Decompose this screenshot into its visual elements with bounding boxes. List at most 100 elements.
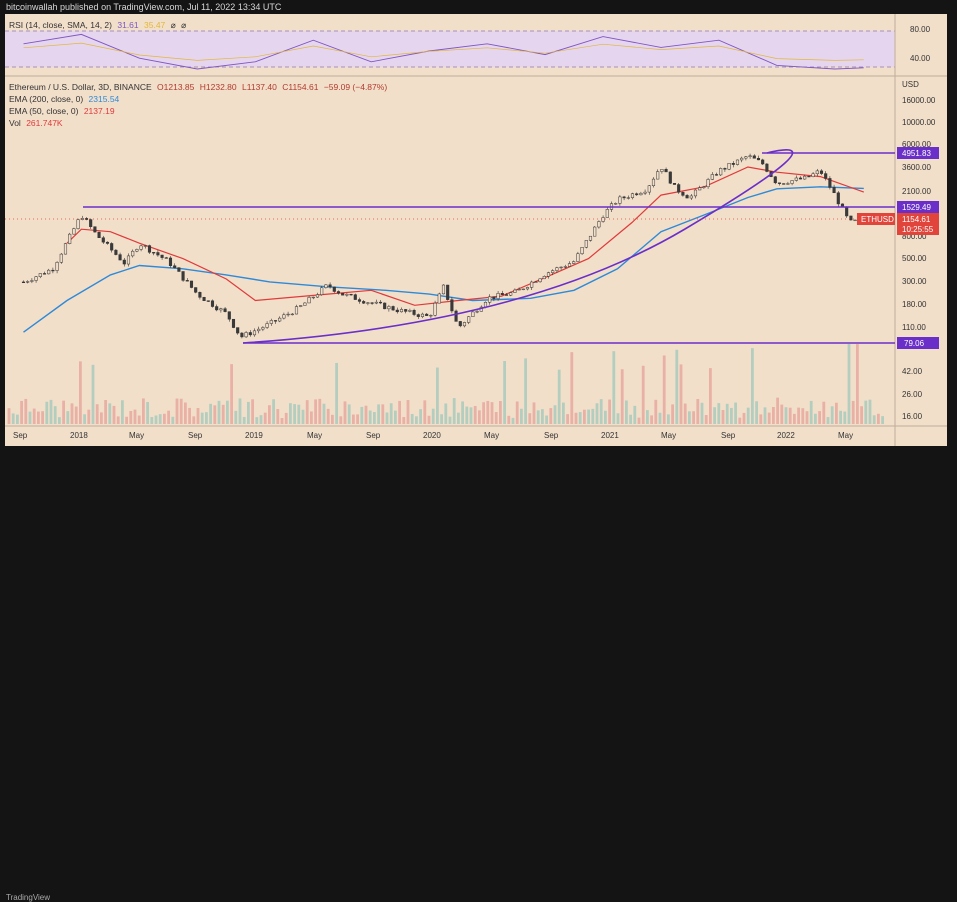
volume-bar [171,416,175,424]
candle-up [131,250,135,257]
volume-legend[interactable]: Vol 261.747K [9,118,66,128]
top-bar: bitcoinwallah published on TradingView.c… [0,0,957,14]
candle-up [853,219,857,222]
candle-up [261,327,265,330]
candle-up [72,228,76,235]
volume-bar [814,413,817,424]
volume-bar [268,405,271,424]
candle-up [433,302,437,316]
volume-bar [167,410,170,424]
volume-bar [780,404,784,424]
volume-bar [721,409,725,424]
candle-up [303,302,307,306]
candle-up [626,197,630,199]
volume-bar [599,399,603,424]
rsi-legend-glyph-1: ⌀ [170,20,176,30]
candle-up [593,226,597,237]
candle-up [786,183,790,185]
volume-bar [524,358,527,424]
volume-bar [545,415,548,424]
candle-down [185,280,189,282]
last-price-badge [897,213,939,235]
rsi-legend[interactable]: RSI (14, close, SMA, 14, 2) 31.61 35.47 … [9,20,189,31]
volume-bar [856,344,859,424]
volume-bar [310,411,313,424]
volume-bar [805,411,809,424]
candles [21,153,866,339]
candle-up [324,284,328,288]
volume-bar [213,405,217,424]
volume-bar [423,400,427,424]
volume-bar [142,398,145,424]
volume-bar [696,398,700,424]
volume-bar [226,400,229,424]
volume-bar [822,401,826,424]
volume-bar [251,399,254,424]
volume-bar [276,409,280,424]
candle-up [647,185,651,193]
price-tick: 300.00 [902,277,927,286]
volume-bar [473,405,477,424]
candle-up [76,219,80,229]
ohlc-change: −59.09 (−4.87%) [323,82,388,92]
price-axis[interactable]: USD 16000.00 10000.00 6000.00 3600.00 21… [902,80,936,421]
volume-bar [507,415,511,424]
volume-bar [45,401,49,424]
candle-down [370,302,374,304]
candle-down [383,302,387,310]
volume-bar [759,414,763,424]
candle-up [219,308,223,311]
volume-bar [763,407,767,424]
candle-up [530,281,534,288]
volume-bar [133,409,137,424]
candle-down [622,196,626,199]
candle-up [471,311,475,317]
price-legend[interactable]: Ethereum / U.S. Dollar, 3D, BINANCE O121… [9,82,390,92]
candle-up [748,155,752,157]
candle-down [798,177,803,180]
chart-svg[interactable]: 80.00 40.00 USD 16000.00 10000.00 6000.0… [5,14,947,446]
volume-bar [322,403,326,424]
candle-up [555,267,559,271]
volume-bar [532,402,536,424]
volume-bar [738,417,742,424]
candle-up [572,261,576,264]
volume-bar [835,402,838,424]
volume-bar [91,364,95,424]
candle-down [832,187,836,194]
volume-bar [604,410,607,424]
ohlc-close: C1154.61 [282,82,319,92]
ema50-legend[interactable]: EMA (50, close, 0) 2137.19 [9,106,118,116]
volume-bar [742,412,746,424]
candle-up [462,322,467,327]
candle-up [706,179,710,188]
volume-bar [717,403,721,424]
volume-bar [881,416,884,424]
candle-down [349,293,353,296]
candle-up [269,320,273,324]
candle-up [794,177,798,181]
volume-bar [872,415,876,424]
badge-4951 [897,147,939,159]
chart-panel[interactable]: 80.00 40.00 USD 16000.00 10000.00 6000.0… [5,14,947,446]
price-tick: 16000.00 [902,96,936,105]
candle-up [30,280,34,282]
badge-4951-text: 4951.83 [902,149,931,158]
ema200-legend[interactable]: EMA (200, close, 0) 2315.54 [9,94,122,104]
candle-up [345,293,349,296]
candle-up [420,313,425,317]
candle-down [194,287,198,293]
time-tick: Sep [366,431,381,440]
volume-bar [860,406,863,424]
volume-bar [410,413,414,424]
volume-bar [595,403,599,424]
time-axis[interactable]: Sep 2018 May Sep 2019 May Sep 2020 May S… [13,431,853,440]
countdown-text: 10:25:55 [902,225,934,234]
volume-bar [368,410,372,424]
candle-up [719,168,723,176]
volume-bar [868,399,872,424]
candle-down [672,183,677,185]
candle-down [782,183,786,185]
volume-bar [79,361,82,424]
candle-down [118,254,122,261]
